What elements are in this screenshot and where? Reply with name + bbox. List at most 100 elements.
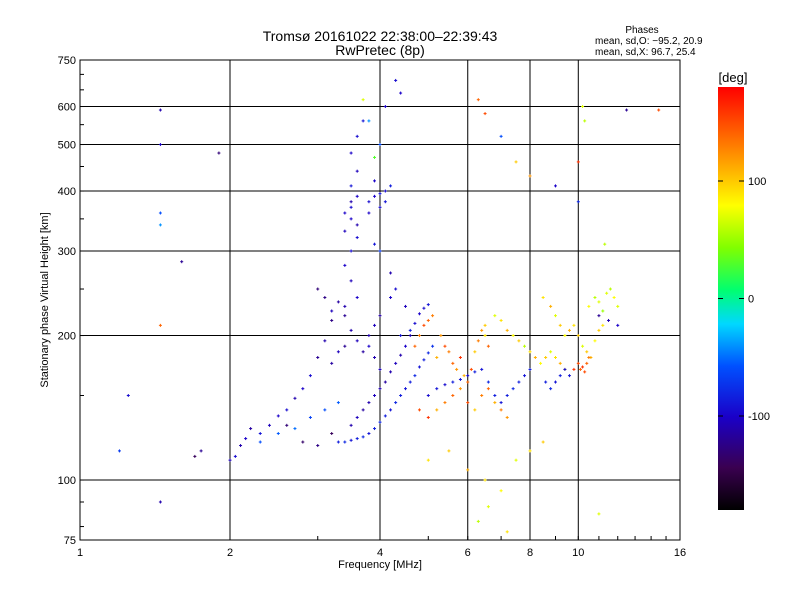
data-point <box>582 365 584 369</box>
data-point <box>545 355 547 359</box>
data-point <box>467 374 469 378</box>
x-tick-label: 1 <box>77 547 83 559</box>
data-point <box>573 323 575 327</box>
data-point <box>586 350 588 354</box>
data-point <box>286 408 288 412</box>
data-point <box>436 355 438 359</box>
data-point <box>559 361 561 365</box>
data-point <box>350 217 352 221</box>
data-point <box>459 355 461 359</box>
data-point <box>384 414 386 418</box>
data-point <box>542 296 544 300</box>
data-point <box>390 184 392 188</box>
data-point <box>356 296 358 300</box>
data-point <box>494 394 496 398</box>
data-point <box>356 223 358 227</box>
data-point <box>277 432 279 436</box>
data-point <box>577 200 579 204</box>
data-points <box>117 78 661 534</box>
data-point <box>512 334 514 338</box>
data-point <box>362 350 364 354</box>
data-point <box>390 271 392 275</box>
data-point <box>395 78 397 82</box>
x-tick-label: 6 <box>465 547 471 559</box>
data-point <box>432 314 434 318</box>
data-point <box>374 394 376 398</box>
y-axis-label: Stationary phase Virtual Height [km] <box>39 212 51 387</box>
data-point <box>550 387 552 391</box>
data-point <box>245 437 247 441</box>
data-point <box>550 304 552 308</box>
data-point <box>444 401 446 405</box>
data-point <box>598 328 600 332</box>
data-point <box>331 432 333 436</box>
data-point <box>356 339 358 343</box>
data-point <box>484 334 486 338</box>
data-point <box>309 415 311 419</box>
data-point <box>350 279 352 283</box>
data-point <box>506 394 508 398</box>
data-point <box>515 458 517 462</box>
data-point <box>626 108 628 112</box>
data-point <box>362 119 364 123</box>
gridlines <box>79 59 681 541</box>
data-point <box>234 454 236 458</box>
data-point <box>331 361 333 365</box>
x-tick-labels: 1 2 4 6 8 10 16 <box>77 547 686 559</box>
data-point <box>324 408 326 412</box>
data-point <box>423 358 425 362</box>
data-point <box>374 427 376 431</box>
data-point <box>598 512 600 516</box>
data-point <box>506 328 508 332</box>
data-point <box>337 401 339 405</box>
data-point <box>277 414 279 418</box>
data-point <box>484 112 486 116</box>
data-point <box>463 374 465 378</box>
data-point <box>159 211 161 215</box>
data-point <box>395 361 397 365</box>
data-point <box>584 370 586 374</box>
x-tick-label: 16 <box>674 547 686 559</box>
data-point <box>512 387 514 391</box>
data-point <box>384 380 386 384</box>
data-point <box>474 370 476 374</box>
data-point <box>494 314 496 318</box>
chart-title: Tromsø 20161022 22:38:00–22:39:43 <box>263 28 498 44</box>
data-point <box>584 119 586 123</box>
data-point <box>554 380 556 384</box>
data-point <box>568 374 570 378</box>
data-point <box>500 489 502 493</box>
data-point <box>404 304 406 308</box>
data-point <box>337 300 339 304</box>
data-point <box>390 370 392 374</box>
data-point <box>427 351 429 355</box>
data-point <box>344 304 346 308</box>
data-point <box>481 394 483 398</box>
data-point <box>374 355 376 359</box>
colorbar-ticks: 100 0 -100 <box>718 176 770 423</box>
data-point <box>506 530 508 534</box>
data-point <box>337 350 339 354</box>
data-point <box>374 323 376 327</box>
data-point <box>467 468 469 472</box>
data-point <box>324 296 326 300</box>
data-point <box>159 143 161 147</box>
data-point <box>494 401 496 405</box>
data-point <box>594 339 596 343</box>
data-point <box>529 367 531 371</box>
data-point <box>309 374 311 378</box>
data-point <box>384 189 386 193</box>
data-point <box>554 355 556 359</box>
data-point <box>506 415 508 419</box>
data-point <box>395 287 397 291</box>
data-point <box>477 519 479 523</box>
data-point <box>524 344 526 348</box>
data-point <box>564 334 566 338</box>
data-point <box>414 344 416 348</box>
data-point <box>194 454 196 458</box>
colorbar-tick-label: -100 <box>748 411 770 423</box>
data-point <box>379 314 381 318</box>
data-point <box>159 323 161 327</box>
data-point <box>529 449 531 453</box>
